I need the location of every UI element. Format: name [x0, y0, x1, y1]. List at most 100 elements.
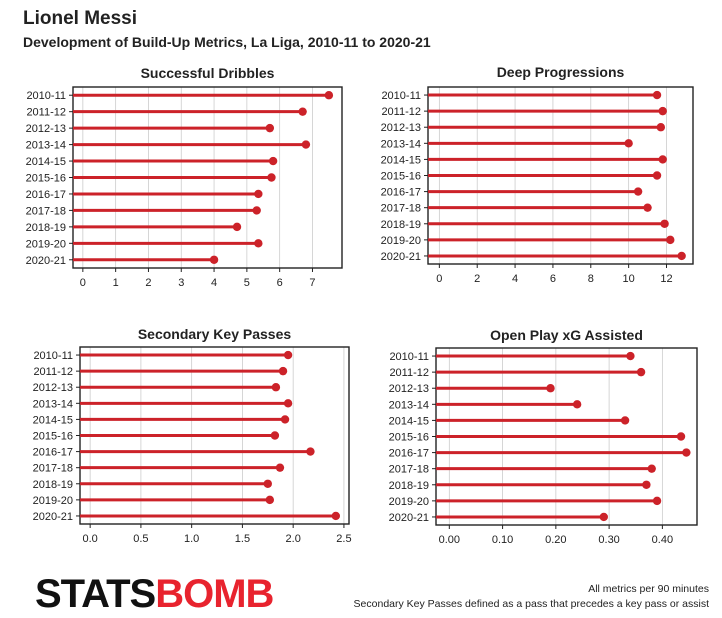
lollipop-dot	[306, 447, 315, 456]
lollipop-dot	[209, 255, 219, 264]
x-tick-label: 0	[436, 273, 442, 285]
lollipop-dot	[682, 448, 691, 457]
y-tick-label: 2018-19	[381, 219, 421, 231]
y-tick-label: 2013-14	[26, 140, 66, 152]
x-tick-label: 0.30	[598, 534, 619, 546]
y-tick-label: 2020-21	[381, 251, 421, 263]
y-tick-label: 2016-17	[26, 189, 66, 201]
y-tick-label: 2017-18	[381, 203, 421, 215]
chart-subtitle: Development of Build-Up Metrics, La Liga…	[23, 34, 431, 50]
x-tick-label: 1.5	[235, 533, 250, 545]
x-tick-label: 8	[588, 273, 594, 285]
y-tick-label: 2017-18	[389, 464, 429, 476]
y-tick-label: 2019-20	[26, 238, 66, 250]
x-tick-label: 1	[113, 277, 119, 289]
y-tick-label: 2012-13	[381, 122, 421, 134]
lollipop-dot	[677, 251, 686, 261]
lollipop-dot	[626, 351, 635, 361]
x-tick-label: 0.40	[652, 534, 673, 546]
lollipop-dot	[666, 235, 675, 245]
x-tick-label: 2.0	[286, 533, 301, 545]
y-tick-label: 2014-15	[389, 415, 429, 427]
y-tick-label: 2014-15	[33, 414, 73, 426]
y-tick-label: 2010-11	[381, 90, 421, 102]
y-tick-label: 2016-17	[389, 448, 429, 460]
y-tick-label: 2013-14	[381, 138, 421, 150]
y-tick-label: 2019-20	[33, 495, 73, 507]
panel-4: Open Play xG Assisted 0.00 0.10 0.20 0.30 0.4…	[389, 327, 698, 546]
lollipop-dot	[656, 123, 666, 132]
lollipop-dot	[331, 511, 341, 521]
y-tick-label: 2012-13	[26, 123, 66, 135]
y-tick-label: 2010-11	[26, 90, 66, 102]
y-tick-label: 2015-16	[33, 431, 73, 443]
chart-title: Lionel Messi	[23, 8, 138, 29]
panel-title: Open Play xG Assisted	[490, 327, 643, 343]
x-tick-label: 10	[623, 273, 635, 285]
x-tick-label: 4	[211, 277, 217, 289]
y-tick-label: 2012-13	[389, 383, 429, 395]
panel-title: Successful Dribbles	[141, 65, 275, 81]
lollipop-dot	[676, 432, 686, 441]
lollipop-dot	[265, 123, 275, 133]
lollipop-dot	[647, 464, 656, 473]
lollipop-dot	[268, 156, 278, 166]
lollipop-dot	[658, 155, 667, 164]
y-tick-label: 2019-20	[381, 235, 421, 247]
y-tick-label: 2020-21	[33, 511, 73, 523]
lollipop-dot	[267, 173, 276, 182]
lollipop-dot	[275, 463, 285, 472]
panel-1: Successful Dribbles 0 1 2 3 4 5 6 7 2010-11 2011-1…	[26, 65, 343, 289]
y-tick-label: 2013-14	[33, 398, 73, 410]
y-tick-label: 2011-12	[33, 366, 73, 378]
lollipop-dot	[265, 495, 275, 505]
lollipop-dot	[232, 222, 242, 232]
x-tick-label: 1.0	[184, 533, 199, 545]
statsbomb-logo: STATSBOMB	[35, 572, 274, 616]
lollipop-dot	[280, 415, 290, 424]
lollipop-dot	[660, 219, 669, 228]
lollipop-dot	[642, 480, 651, 489]
x-tick-label: 2	[474, 273, 480, 285]
y-tick-label: 2016-17	[381, 187, 421, 199]
y-tick-label: 2014-15	[381, 154, 421, 166]
lollipop-dot	[324, 91, 334, 100]
x-tick-label: 0.00	[439, 534, 460, 546]
x-tick-label: 2	[145, 277, 151, 289]
x-tick-label: 0	[80, 277, 86, 289]
y-tick-label: 2011-12	[26, 107, 66, 119]
y-tick-label: 2017-18	[33, 463, 73, 475]
lollipop-dot	[298, 107, 307, 116]
x-tick-label: 0.10	[492, 534, 513, 546]
lollipop-dot	[652, 496, 662, 506]
x-tick-label: 0.5	[133, 533, 148, 545]
y-tick-label: 2015-16	[381, 171, 421, 183]
y-tick-label: 2015-16	[389, 432, 429, 444]
y-tick-label: 2018-19	[33, 479, 73, 491]
lollipop-dot	[643, 203, 652, 212]
lollipop-dot	[658, 106, 667, 116]
y-tick-label: 2016-17	[33, 447, 73, 459]
y-tick-label: 2020-21	[389, 512, 429, 524]
lollipop-dot	[254, 189, 263, 199]
x-tick-label: 5	[244, 277, 250, 289]
y-tick-label: 2017-18	[26, 205, 66, 217]
logo-text-part1: STATS	[35, 572, 156, 616]
lollipop-dot	[263, 479, 272, 488]
panel-3: Secondary Key Passes 0.0 0.5 1.0 1.5 2.0 2.5 20…	[33, 326, 352, 545]
lollipop-dot	[599, 512, 608, 522]
y-tick-label: 2010-11	[33, 350, 73, 362]
y-tick-label: 2018-19	[26, 222, 66, 234]
y-tick-label: 2012-13	[33, 382, 73, 394]
y-tick-label: 2015-16	[26, 173, 66, 185]
y-tick-label: 2010-11	[389, 351, 429, 363]
x-tick-label: 0.20	[545, 534, 566, 546]
footnote-secondary-key-passes: Secondary Key Passes defined as a pass t…	[353, 598, 709, 610]
logo-text-part2: BOMB	[155, 572, 274, 616]
x-tick-label: 2.5	[336, 533, 351, 545]
lollipop-dot	[546, 384, 555, 393]
lollipop-dot	[252, 206, 261, 215]
lollipop-dot	[620, 416, 630, 425]
